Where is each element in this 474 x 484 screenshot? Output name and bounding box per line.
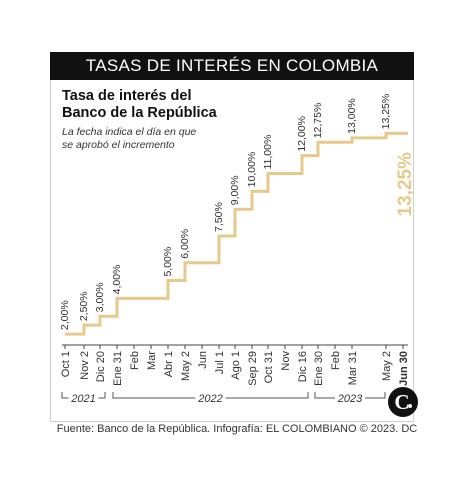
x-tick-label-12: Oct 31 [263,351,275,383]
series-line [65,131,408,336]
chart-subtitle-line-2: se aprobó el incremento [62,139,175,151]
x-tick-label-14: Dic 16 [297,351,309,382]
x-tick-label-5: Mar [146,351,158,370]
chart-subtitle: La fecha indica el día en que se aprobó … [62,126,196,152]
x-tick-label-10: Ago 1 [230,351,242,380]
x-tick-label-3: Ene 31 [112,351,124,386]
data-label-11: 10,00% [246,152,258,188]
x-tick-label-15: Ene 30 [313,351,325,386]
logo-mark: C [394,390,409,414]
x-tick-label-11: Sep 29 [247,351,259,386]
year-bracket-2021-gap [68,392,99,404]
logo-dot [408,404,412,408]
data-label-6: 5,00% [162,247,174,277]
data-label-7: 6,00% [179,229,191,259]
data-label-18: 13,25% [380,94,392,130]
year-bracket-2023-gap [335,392,365,404]
x-tick-label-13: Nov [280,351,292,371]
chart-subtitle-line-1: La fecha indica el día en que [62,126,197,138]
data-label-17: 13,00% [346,98,358,134]
el-colombiano-logo-icon: C [388,387,418,417]
x-tick-label-9: Jul 1 [214,351,226,374]
data-label-3: 4,00% [111,265,123,295]
x-tick-label-16: Feb [330,351,342,370]
data-label-2: 3,00% [94,282,106,312]
year-label-2023: 2023 [337,393,363,405]
year-label-2022: 2022 [197,393,222,405]
data-label-12: 11,00% [262,135,274,170]
year-label-2021: 2021 [70,393,95,405]
logo-disc [388,387,418,417]
year-bracket-2022-gap [195,392,226,404]
chart-title-line-1: Tasa de interés del [62,88,192,104]
data-label-14: 12,00% [296,116,308,152]
x-tick-label-1: Nov 2 [79,351,91,380]
data-label-9: 7,50% [213,202,225,232]
chart-title-line-2: Banco de la República [62,105,217,121]
data-label-15: 12,75% [312,103,324,139]
source-note: Fuente: Banco de la República. Infografí… [56,423,418,435]
data-label-1: 2,50% [78,291,90,321]
x-tick-label-6: Abr 1 [163,351,175,377]
x-tick-label-19: Jun 30 [398,351,410,386]
highlight-label: 13,25% [395,152,416,217]
chart-title: Tasa de interés del Banco de la Repúblic… [62,88,217,122]
x-tick-label-8: Jun [197,351,209,369]
banner-title: TASAS DE INTERÉS EN COLOMBIA [50,52,414,80]
x-tick-label-17: Mar 31 [347,351,359,385]
data-label-0: 2,00% [59,300,71,330]
x-tick-label-7: May 2 [180,351,192,381]
x-tick-label-2: Dic 20 [95,351,107,382]
x-tick-label-4: Feb [129,351,141,370]
x-tick-label-18: May 2 [381,351,393,381]
x-tick-label-0: Oct 1 [60,351,72,377]
data-label-10: 9,00% [229,175,241,205]
